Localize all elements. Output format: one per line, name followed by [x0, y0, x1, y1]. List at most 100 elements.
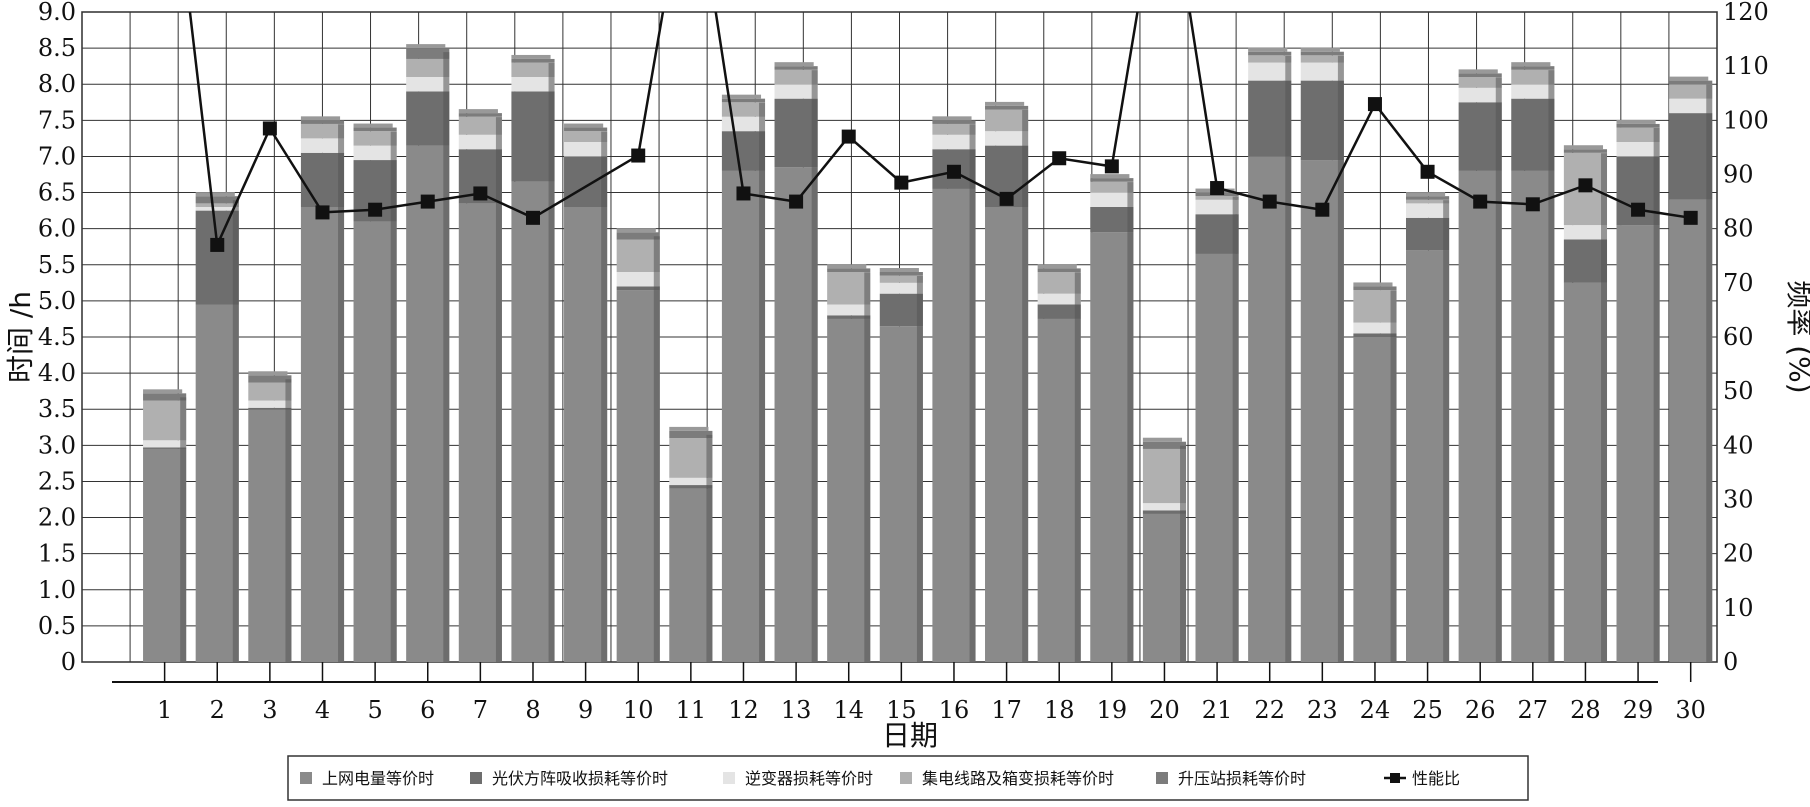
performance-ratio-marker [420, 194, 435, 209]
bar-segment [774, 84, 818, 99]
bar-segment [195, 210, 239, 305]
y-tick-label: 4.5 [38, 323, 76, 351]
bar-segment [721, 102, 766, 117]
bar-stack [458, 109, 502, 663]
bar-segment [932, 188, 976, 662]
bar-segment [985, 207, 1029, 662]
x-tick-label: 9 [578, 696, 593, 724]
bar-segment [774, 167, 818, 662]
bar-segment [1300, 160, 1344, 663]
bar-segment [511, 91, 555, 182]
bar-segment [1616, 127, 1660, 142]
bar-top [143, 389, 183, 394]
bar-segment [616, 232, 660, 240]
y2-tick-label: 120 [1723, 0, 1769, 26]
bar-segment [1669, 199, 1713, 662]
y-tick-label: 2.5 [38, 467, 76, 495]
bar-segment [1037, 293, 1081, 305]
bar-segment [1458, 170, 1502, 662]
bar-top [511, 54, 551, 59]
y2-tick-label: 90 [1723, 161, 1754, 189]
bar-segment [458, 203, 502, 662]
bar-shade [759, 102, 766, 662]
bar-segment [1511, 170, 1555, 662]
bar-segment [1090, 192, 1134, 207]
y2-tick-label: 80 [1723, 215, 1754, 243]
bar-shade [1074, 272, 1081, 662]
x-tick-label: 20 [1149, 696, 1180, 724]
bar-segment [721, 170, 766, 662]
x-tick-label: 24 [1360, 696, 1391, 724]
bar-shade [1022, 109, 1029, 662]
bar-segment [827, 304, 871, 316]
bar-segment [1037, 304, 1081, 319]
bar-segment [669, 430, 713, 439]
bar-segment [143, 400, 187, 441]
x-tick-label: 22 [1254, 696, 1285, 724]
bar-segment [1142, 510, 1187, 514]
bar-segment [1195, 214, 1239, 254]
bar-segment [353, 127, 397, 132]
bar-segment [827, 315, 871, 319]
bar-segment [511, 181, 555, 662]
performance-ratio-marker [789, 194, 804, 209]
performance-ratio-marker [1631, 202, 1646, 217]
bar-stack [353, 123, 397, 663]
bar-segment [827, 318, 871, 662]
bar-segment [1248, 62, 1292, 81]
bar-top [1037, 264, 1077, 269]
x-tick-label: 2 [210, 696, 225, 724]
x-tick-label: 19 [1097, 696, 1128, 724]
bar-shade [548, 62, 555, 662]
bar-shade [390, 131, 397, 663]
bar-segment [1300, 62, 1344, 81]
bar-stack [195, 192, 239, 662]
bar-stack [406, 44, 450, 663]
bar-segment [1669, 113, 1713, 200]
bar-shade [1232, 196, 1239, 663]
y2-tick-label: 100 [1723, 106, 1769, 134]
bar-shade [1180, 445, 1187, 662]
bar-stack [1458, 69, 1502, 662]
bar-segment [616, 239, 660, 272]
performance-ratio-marker [736, 186, 751, 201]
bar-shade [1495, 77, 1502, 662]
y-tick-label: 8.0 [38, 70, 76, 98]
bar-segment [1511, 69, 1555, 85]
x-tick-label: 18 [1044, 696, 1075, 724]
bar-segment [248, 375, 292, 383]
bar-top [248, 371, 288, 376]
bar-shade [1548, 70, 1555, 662]
bar-segment [985, 109, 1029, 132]
bar-top [1563, 145, 1604, 150]
bar-segment [458, 134, 502, 150]
performance-ratio-marker [1367, 97, 1382, 112]
bar-stack [669, 426, 713, 662]
bar-stack [1300, 47, 1344, 663]
legend-swatch [470, 772, 482, 784]
y-tick-label: 6.5 [38, 179, 76, 207]
x-tick-label: 5 [367, 696, 382, 724]
bar-segment [669, 438, 713, 478]
performance-ratio-marker [841, 129, 856, 144]
bar-stack [300, 116, 345, 663]
bar-segment [1142, 448, 1187, 504]
bar-top [879, 268, 919, 272]
bar-shade [1706, 84, 1713, 663]
bar-stack [879, 268, 923, 662]
bar-top [1669, 76, 1709, 81]
bar-segment [564, 156, 608, 207]
bar-segment [616, 286, 660, 291]
bar-segment [1458, 77, 1502, 88]
bar-segment [1037, 268, 1081, 272]
bar-segment [143, 447, 187, 449]
bar-segment [300, 152, 345, 207]
bar-stack [616, 228, 660, 662]
bar-stack [1142, 437, 1187, 662]
bar-stack [1353, 282, 1397, 662]
bar-segment [1090, 178, 1134, 182]
bar-top [1405, 192, 1446, 197]
legend-item: 逆变器损耗等价时 [723, 769, 873, 788]
x-tick-label: 11 [676, 696, 707, 724]
